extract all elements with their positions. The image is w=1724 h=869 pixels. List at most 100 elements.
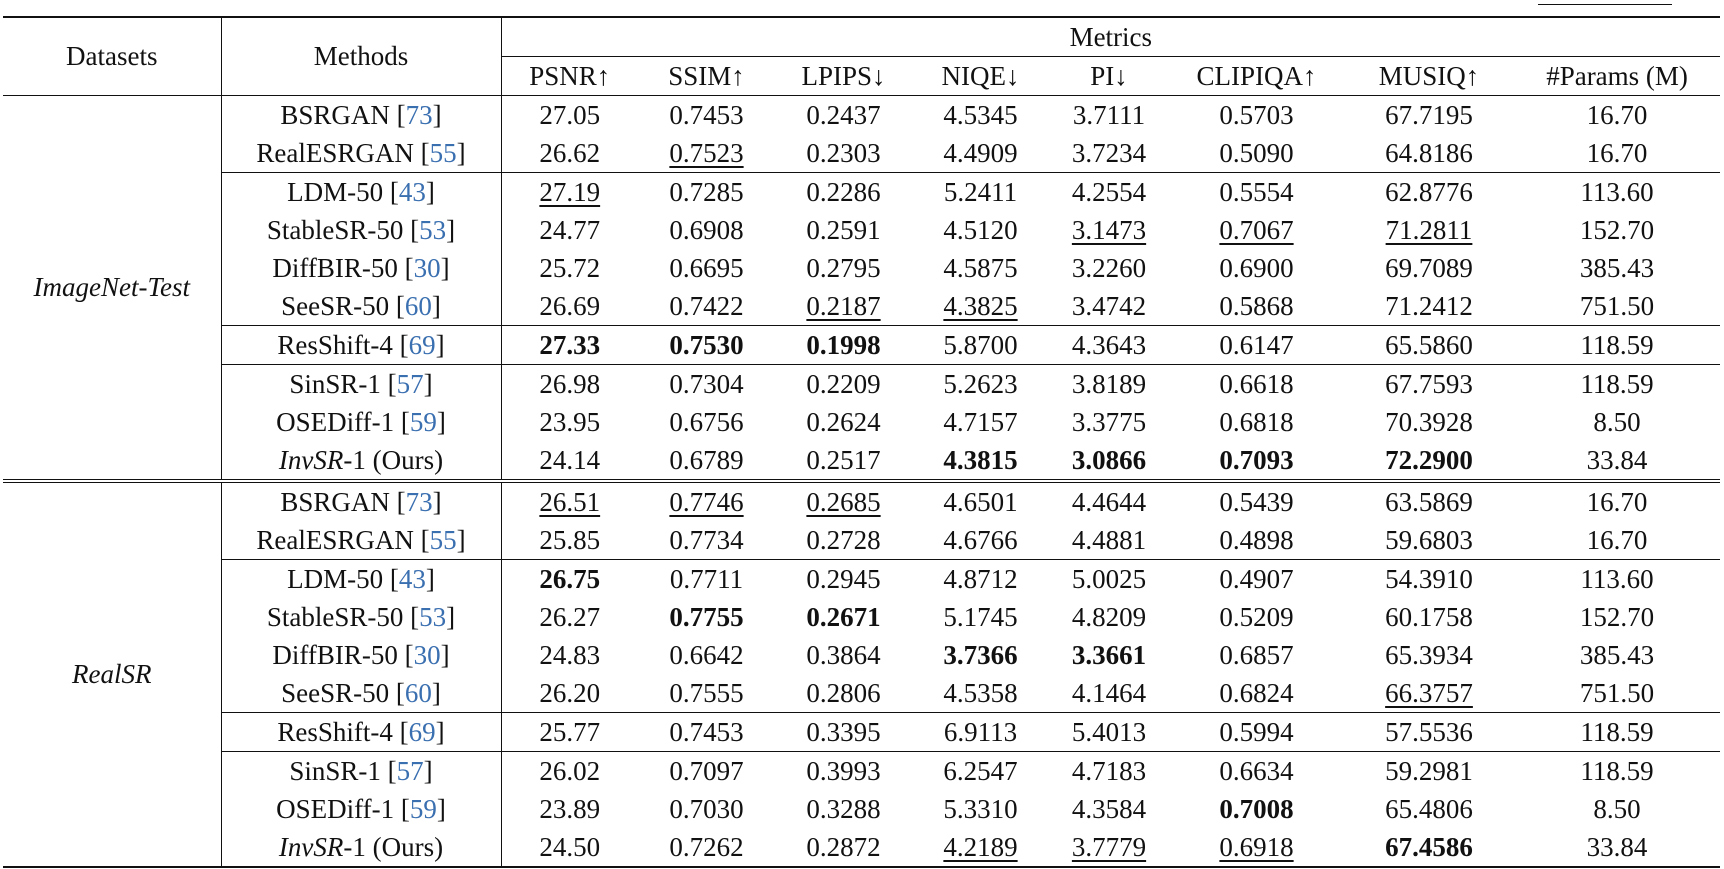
- value-cell: 6.9113: [912, 712, 1049, 752]
- value-text: 0.2286: [806, 176, 881, 207]
- citation-link[interactable]: 30: [413, 639, 441, 670]
- results-table: Datasets Methods Metrics PSNR↑ SSIM↑ LPIPS…: [3, 16, 1721, 868]
- value-cell: 4.1464: [1049, 674, 1169, 713]
- citation-link[interactable]: 53: [419, 214, 447, 245]
- metric-header-6: MUSIQ↑: [1378, 60, 1480, 91]
- value-cell: 0.6147: [1169, 325, 1344, 365]
- value-text: 27.19: [539, 176, 601, 207]
- method-name: OSEDiff-1: [276, 406, 395, 437]
- method-name: LDM-50: [287, 563, 384, 594]
- value-cell: 5.2411: [912, 172, 1049, 211]
- citation-link[interactable]: 59: [409, 793, 437, 824]
- value-cell: 5.8700: [912, 325, 1049, 365]
- value-cell: 26.75: [501, 559, 638, 598]
- value-cell: 4.6766: [912, 521, 1049, 560]
- value-text: 0.2591: [806, 214, 881, 245]
- method-cell: ResShift-4 [69]: [221, 712, 502, 752]
- value-text: 65.3934: [1385, 639, 1473, 670]
- value-text: 4.3825: [943, 290, 1018, 321]
- value-text: 24.50: [539, 831, 601, 862]
- value-text: 0.2872: [806, 831, 881, 862]
- citation-link[interactable]: 60: [404, 677, 432, 708]
- value-cell: 5.4013: [1049, 712, 1169, 752]
- value-cell: 5.2623: [912, 364, 1049, 403]
- citation-link[interactable]: 55: [429, 524, 457, 555]
- metric-header-5: CLIPIQA↑: [1196, 60, 1317, 91]
- value-text: 0.6789: [669, 444, 744, 475]
- value-cell: 24.77: [501, 211, 638, 249]
- citation-link[interactable]: 73: [405, 486, 433, 517]
- value-text: 26.20: [539, 677, 601, 708]
- value-text: 4.5120: [943, 214, 1018, 245]
- value-text: 0.7453: [669, 716, 744, 747]
- method-cell: RealESRGAN [55]: [221, 521, 502, 560]
- value-cell: 385.43: [1514, 636, 1720, 674]
- citation-link[interactable]: 55: [429, 137, 457, 168]
- citation-link[interactable]: 43: [398, 176, 426, 207]
- value-cell: 0.2437: [775, 95, 912, 134]
- value-text: 16.70: [1586, 524, 1648, 555]
- value-cell: 0.7067: [1169, 211, 1344, 249]
- value-text: 0.2437: [806, 99, 881, 130]
- value-cell: 118.59: [1514, 712, 1721, 752]
- value-text: 0.7746: [669, 486, 744, 517]
- value-cell: 3.1473: [1049, 211, 1169, 249]
- value-text: 3.7366: [943, 639, 1018, 670]
- citation-link[interactable]: 30: [413, 252, 441, 283]
- value-cell: 113.60: [1514, 172, 1721, 211]
- citation-link[interactable]: 57: [396, 368, 424, 399]
- value-text: 0.7030: [669, 793, 744, 824]
- citation-link[interactable]: 57: [396, 755, 424, 786]
- value-cell: 8.50: [1514, 403, 1720, 441]
- value-cell: 60.1758: [1344, 598, 1514, 636]
- value-text: 0.6618: [1219, 368, 1294, 399]
- value-text: 0.2303: [806, 137, 881, 168]
- value-cell: 65.5860: [1344, 325, 1514, 365]
- table-row: RealESRGAN [55] 25.85 0.7734 0.2728 4.6766 4.…: [3, 521, 1720, 560]
- value-cell: 0.2624: [775, 403, 912, 441]
- value-text: 118.59: [1580, 329, 1654, 360]
- value-cell: 25.85: [501, 521, 638, 560]
- value-text: 0.2624: [806, 406, 881, 437]
- value-text: 16.70: [1586, 99, 1648, 130]
- value-text: 152.70: [1579, 214, 1655, 245]
- value-text: 63.5869: [1385, 486, 1473, 517]
- table-row: InvSR-1 (Ours) 24.50 0.7262 0.2872 4.2189 3.7…: [3, 828, 1721, 868]
- value-cell: 4.3643: [1049, 325, 1169, 365]
- value-cell: 16.70: [1514, 521, 1720, 560]
- value-text: 0.7262: [669, 831, 744, 862]
- citation-link[interactable]: 53: [419, 601, 447, 632]
- value-text: 4.4881: [1071, 524, 1147, 555]
- table-row: LDM-50 [43] 27.19 0.7285 0.2286 5.2411 4.2554…: [3, 172, 1721, 211]
- method-cell: OSEDiff-1 [59]: [221, 790, 502, 828]
- value-cell: 0.6818: [1169, 403, 1344, 441]
- value-text: 4.3584: [1071, 793, 1147, 824]
- value-cell: 152.70: [1514, 598, 1720, 636]
- method-name: SeeSR-50: [281, 677, 390, 708]
- citation-link[interactable]: 43: [398, 563, 426, 594]
- method-name: SeeSR-50: [281, 290, 390, 321]
- value-cell: 16.70: [1514, 95, 1721, 134]
- method-cell: OSEDiff-1 [59]: [221, 403, 502, 441]
- method-name: SinSR-1: [289, 368, 381, 399]
- table-row: OSEDiff-1 [59] 23.95 0.6756 0.2624 4.7157 3.3…: [3, 403, 1720, 441]
- value-text: 3.4742: [1071, 290, 1147, 321]
- metric-header-row: PSNR↑ SSIM↑ LPIPS↓ NIQE↓ PI↓ CLIPIQA↑ MUSIQ↑ #P…: [3, 57, 1720, 96]
- citation-link[interactable]: 60: [404, 290, 432, 321]
- value-cell: 26.20: [501, 674, 638, 713]
- value-text: 3.7111: [1072, 99, 1146, 130]
- method-cell: ResShift-4 [69]: [221, 325, 502, 365]
- value-text: 25.85: [539, 524, 601, 555]
- value-cell: 0.7523: [638, 134, 775, 173]
- citation-link[interactable]: 59: [409, 406, 437, 437]
- value-cell: 0.2685: [775, 479, 912, 521]
- citation-link[interactable]: 69: [408, 716, 436, 747]
- citation-link[interactable]: 69: [408, 329, 436, 360]
- methods-header: Methods: [221, 16, 502, 96]
- value-text: 0.5703: [1219, 99, 1294, 130]
- table-row: ResShift-4 [69] 27.33 0.7530 0.1998 5.8700 4.…: [3, 325, 1721, 365]
- value-cell: 0.7530: [638, 325, 775, 365]
- citation-link[interactable]: 73: [405, 99, 433, 130]
- datasets-header: Datasets: [3, 16, 222, 96]
- value-text: 3.3775: [1071, 406, 1147, 437]
